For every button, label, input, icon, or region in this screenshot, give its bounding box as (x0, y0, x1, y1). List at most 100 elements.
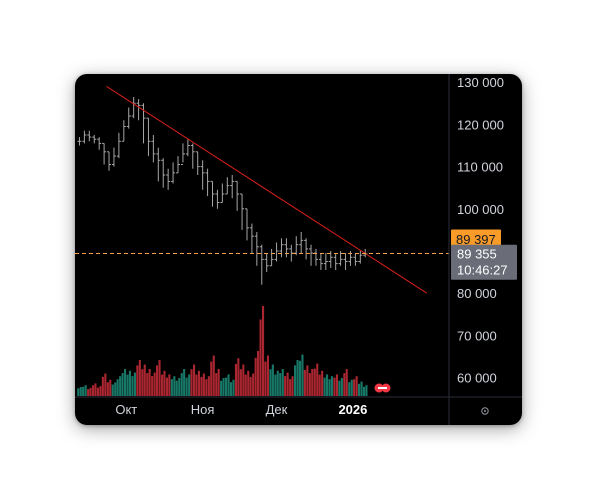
volume-bar (114, 382, 117, 396)
volume-bar (323, 377, 326, 396)
ohlc-bar (215, 189, 220, 209)
volume-bar (153, 372, 156, 396)
ohlc-bar (240, 193, 245, 230)
time-tick-label: Ноя (191, 402, 215, 417)
volume-bar (328, 379, 331, 396)
volume-bar (257, 351, 260, 396)
ohlc-bar (249, 223, 254, 254)
volume-bar (284, 376, 287, 396)
volume-bar (232, 379, 235, 396)
volume-bar (244, 374, 247, 396)
ohlc-bar (313, 248, 318, 266)
volume-bar (291, 376, 294, 396)
volume-bar (84, 385, 87, 396)
price-tick-label: 70 000 (457, 328, 497, 343)
price-tick-label: 110 000 (457, 160, 503, 175)
volume-bar (89, 387, 92, 396)
volume-bar (340, 378, 343, 396)
volume-bar (205, 379, 208, 396)
volume-bar (318, 374, 321, 396)
volume-bar (338, 380, 341, 396)
ohlc-bar (121, 120, 126, 142)
ohlc-bar (274, 242, 279, 262)
ohlc-bar (92, 135, 97, 144)
volume-bar (225, 377, 228, 396)
ohlc-bar (254, 232, 259, 266)
ohlc-bar (269, 248, 274, 267)
volume-bar (259, 319, 262, 396)
ohlc-bars (77, 97, 368, 285)
volume-bar (161, 374, 164, 396)
ohlc-bar (136, 99, 141, 121)
volume-bar (296, 360, 299, 396)
volume-bar (106, 382, 109, 396)
volume-bar (242, 364, 245, 396)
volume-bar (156, 365, 159, 396)
volume-bar (190, 369, 193, 396)
volume-bar (330, 376, 333, 396)
volume-bar (316, 363, 319, 396)
ohlc-bar (323, 253, 328, 270)
ohlc-bar (97, 137, 102, 150)
volume-bar (207, 376, 210, 396)
volume-bar (185, 377, 188, 396)
volume-bar (234, 363, 237, 396)
volume-bar (358, 383, 361, 396)
volume-bar (249, 376, 252, 396)
ohlc-bar (294, 236, 299, 256)
volume-bar (333, 377, 336, 396)
volume-bar (200, 376, 203, 396)
ohlc-bar (82, 130, 87, 144)
volume-bar (239, 369, 242, 396)
volume-bar (116, 379, 119, 396)
settings-icon[interactable] (481, 407, 489, 415)
volume-bar (229, 382, 232, 396)
volume-bar (252, 373, 255, 396)
trendline[interactable] (106, 86, 428, 294)
volume-bar (87, 389, 90, 396)
volume-bar (266, 355, 269, 396)
ohlc-bar (309, 244, 314, 266)
ohlc-bar (161, 158, 166, 188)
ohlc-bar (304, 238, 309, 260)
time-axis[interactable]: Окт Ноя Дек 2026 (115, 402, 367, 417)
volume-bar (180, 373, 183, 396)
ohlc-bar (180, 143, 185, 165)
volume-bar (298, 360, 301, 396)
volume-bar (365, 385, 368, 396)
volume-bar (311, 369, 314, 396)
volume-bar (178, 378, 181, 396)
volume-bar (321, 370, 324, 396)
volume-bar (77, 388, 80, 396)
ohlc-bar (151, 135, 156, 163)
volume-bar (94, 383, 97, 396)
time-tick-label: Окт (115, 402, 137, 417)
ohlc-bar (279, 238, 284, 258)
volume-bar (124, 369, 127, 396)
ohlc-bar (176, 156, 181, 174)
volume-bar (271, 364, 274, 396)
events-icon[interactable] (374, 383, 391, 393)
volume-bar (195, 374, 198, 396)
ohlc-bar (230, 175, 235, 199)
ohlc-bar (131, 97, 136, 119)
ohlc-bar (318, 253, 323, 270)
ohlc-bar (244, 208, 249, 241)
volume-bar (151, 376, 154, 396)
volume-bar (92, 385, 95, 396)
time-tick-label: 2026 (338, 402, 367, 417)
volume-bar (308, 373, 311, 396)
ohlc-bar (185, 139, 190, 157)
ohlc-bar (343, 253, 348, 270)
volume-bar (335, 374, 338, 396)
price-tick-label: 80 000 (457, 286, 497, 301)
ohlc-bar (171, 162, 176, 184)
volume-bar (170, 379, 173, 396)
volume-bar (227, 374, 230, 396)
volume-bar (217, 369, 220, 396)
ohlc-bar (87, 130, 92, 142)
volume-bar (183, 369, 186, 396)
volume-bar (269, 369, 272, 396)
